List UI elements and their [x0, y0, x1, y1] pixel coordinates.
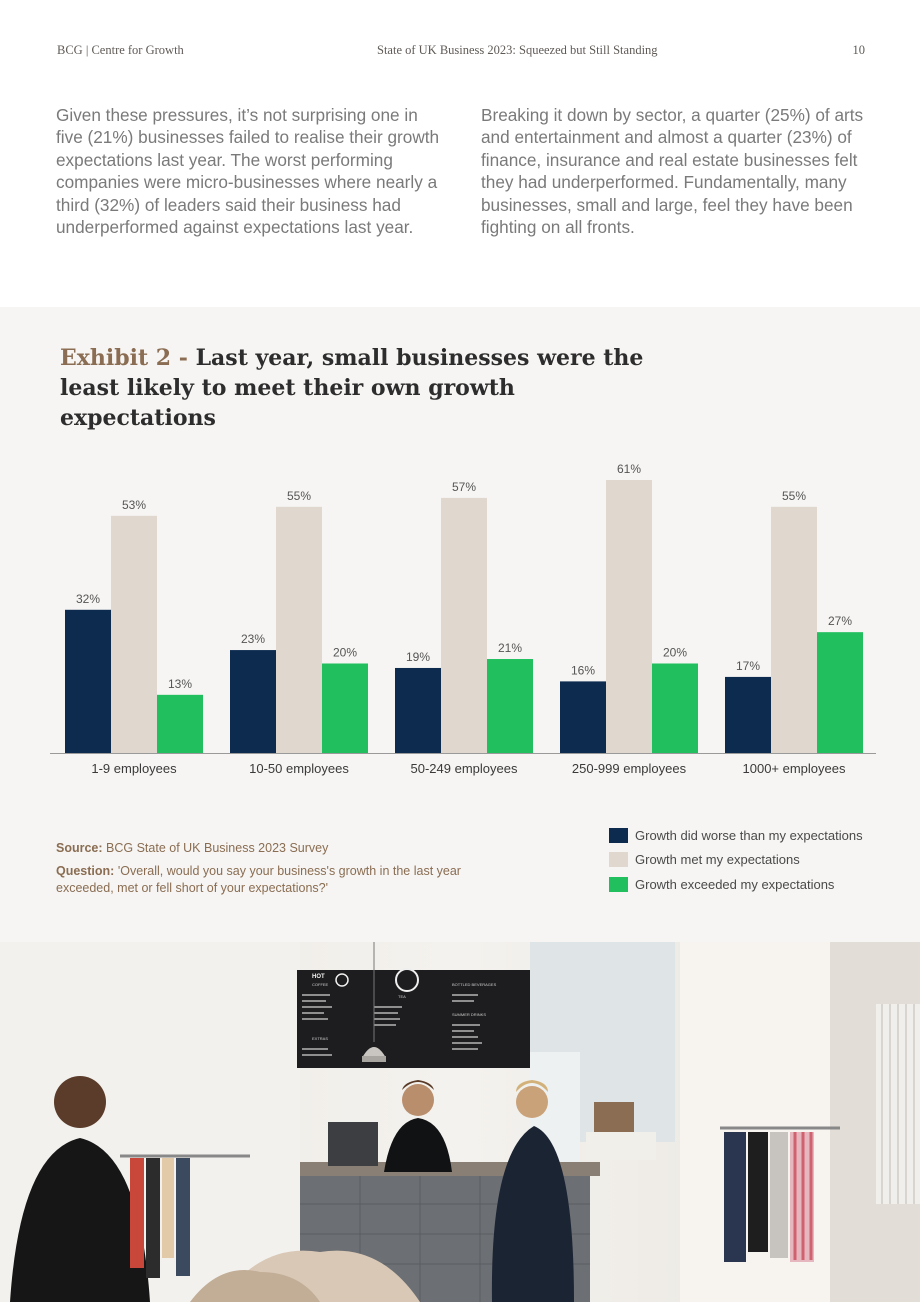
clothing-rack-left [120, 1154, 250, 1278]
bar [322, 663, 368, 753]
intro-paragraph-left: Given these pressures, it’s not surprisi… [56, 105, 440, 238]
side-cabinet [586, 1132, 656, 1160]
shop-photo: HOT COFFEE TEA BOTTLED BEVERAGES SUMMER … [0, 942, 920, 1302]
coffee-machine [328, 1122, 378, 1166]
data-label: 21% [498, 641, 522, 655]
legend-item-exceeded: Growth exceeded my expectations [609, 872, 863, 897]
legend-label-exceeded: Growth exceeded my expectations [635, 876, 835, 892]
customer-figure [491, 1080, 574, 1302]
data-label: 32% [76, 592, 100, 606]
category-label: 1000+ employees [743, 761, 846, 776]
page-header: BCG | Centre for Growth State of UK Busi… [57, 43, 865, 61]
data-label: 20% [333, 645, 357, 659]
bar [441, 497, 487, 753]
menu-extras-label: EXTRAS [312, 1036, 328, 1041]
radiator [876, 1004, 920, 1204]
bar [487, 659, 533, 753]
data-label: 57% [452, 480, 476, 494]
category-label: 50-249 employees [411, 761, 518, 776]
bar [395, 667, 441, 753]
page-number: 10 [852, 43, 866, 57]
menu-hot-label: HOT [312, 974, 325, 980]
menu-tea-label: TEA [398, 994, 406, 999]
legend-item-met: Growth met my expectations [609, 848, 863, 873]
menu-board: HOT COFFEE TEA BOTTLED BEVERAGES SUMMER … [297, 968, 530, 1068]
question-line: Question: 'Overall, would you say your b… [56, 864, 461, 895]
legend-swatch-worse [609, 827, 628, 843]
bar [606, 480, 652, 753]
exhibit-heading: Last year, small businesses were the lea… [60, 345, 644, 431]
legend-label-met: Growth met my expectations [635, 852, 800, 868]
bar [230, 650, 276, 753]
bar [276, 506, 322, 753]
bar [771, 506, 817, 753]
legend-swatch-exceeded [609, 876, 628, 892]
data-label: 16% [571, 663, 595, 677]
data-label: 23% [241, 632, 265, 646]
data-label: 61% [617, 462, 641, 476]
source-line: Source: BCG State of UK Business 2023 Su… [56, 841, 329, 855]
bar [560, 681, 606, 753]
source-notes: Source: BCG State of UK Business 2023 Su… [56, 840, 476, 903]
bar [652, 663, 698, 753]
clothing-rack-right [720, 1126, 840, 1262]
header-report-title: State of UK Business 2023: Squeezed but … [377, 43, 658, 57]
exhibit-title: Exhibit 2 - Last year, small businesses … [60, 343, 660, 433]
data-label: 20% [663, 645, 687, 659]
wooden-box [594, 1102, 634, 1132]
chart-legend: Growth did worse than my expectations Gr… [609, 823, 863, 897]
data-label: 27% [828, 614, 852, 628]
menu-bottled-label: BOTTLED BEVERAGES [452, 982, 497, 987]
bar [111, 515, 157, 753]
legend-label-worse: Growth did worse than my expectations [635, 827, 863, 843]
data-label: 17% [736, 659, 760, 673]
bar [65, 609, 111, 753]
bar [725, 676, 771, 753]
legend-item-worse: Growth did worse than my expectations [609, 823, 863, 848]
data-label: 55% [287, 489, 311, 503]
shop-photo-illustration: HOT COFFEE TEA BOTTLED BEVERAGES SUMMER … [0, 942, 920, 1302]
intro-paragraph-right: Breaking it down by sector, a quarter (2… [481, 105, 864, 238]
data-label: 13% [168, 677, 192, 691]
left-man-figure [10, 1076, 150, 1302]
bar [157, 694, 203, 753]
foreground-clothes [190, 1250, 420, 1302]
data-label: 53% [122, 498, 146, 512]
legend-swatch-met [609, 852, 628, 868]
pendant-lamp [362, 942, 386, 1062]
data-label: 19% [406, 650, 430, 664]
header-org: BCG | Centre for Growth [57, 43, 184, 57]
bar [817, 632, 863, 753]
menu-summer-label: SUMMER DRINKS [452, 1012, 486, 1017]
exhibit-number: Exhibit 2 - [60, 345, 188, 371]
data-label: 55% [782, 489, 806, 503]
barista-figure [384, 1080, 452, 1172]
menu-coffee-label: COFFEE [312, 982, 329, 987]
category-label: 10-50 employees [249, 761, 349, 776]
category-label: 250-999 employees [572, 761, 687, 776]
grouped-bar-chart: 32% 53% 13% 1-9 employees 23% 55% 20% 10-50 emp… [50, 462, 876, 776]
category-label: 1-9 employees [91, 761, 177, 776]
